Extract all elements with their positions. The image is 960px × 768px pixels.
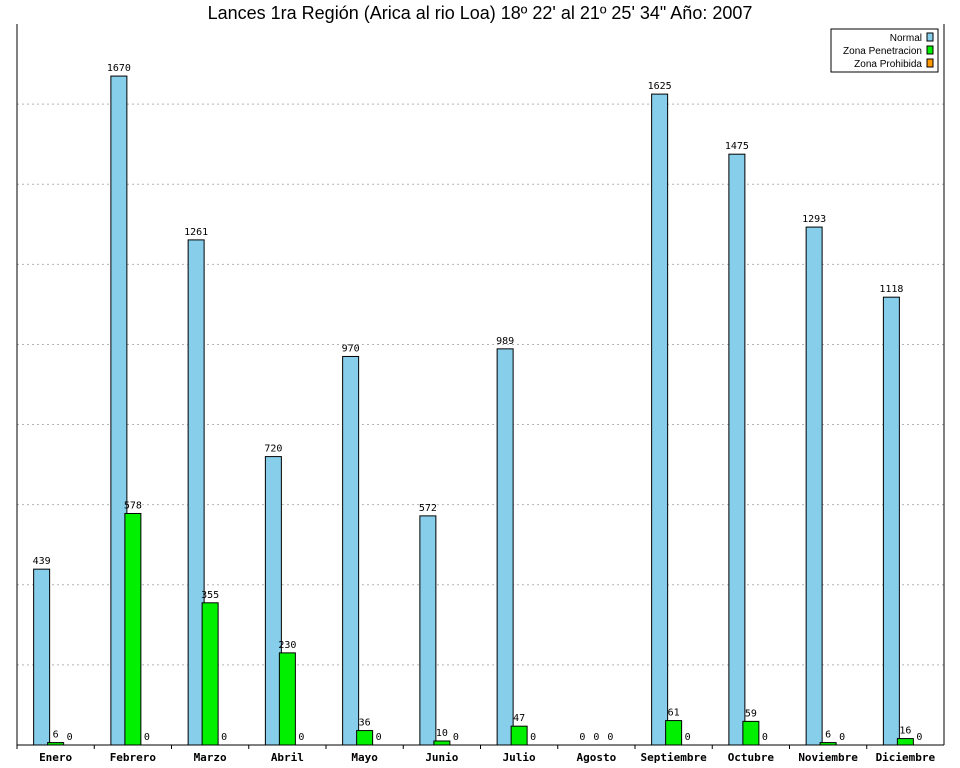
x-tick-label: Febrero [110, 751, 157, 764]
value-label: 0 [762, 732, 768, 743]
bar-zona-penetracion [356, 730, 374, 746]
x-tick-label: Septiembre [641, 751, 708, 764]
value-label: 1670 [107, 63, 131, 74]
value-label: 6 [53, 730, 59, 741]
bar-zona-penetracion [896, 738, 914, 746]
value-label: 1118 [879, 284, 903, 295]
bar-normal [882, 296, 900, 746]
value-label: 230 [278, 640, 296, 651]
value-label: 0 [298, 732, 304, 743]
value-label: 578 [124, 500, 142, 511]
value-label: 10 [436, 728, 448, 739]
value-label: 0 [579, 732, 585, 743]
value-label: 6 [825, 730, 831, 741]
x-tick-label: Diciembre [876, 751, 936, 764]
legend-swatch [926, 45, 934, 55]
value-label: 355 [201, 590, 219, 601]
value-label: 0 [453, 732, 459, 743]
value-label: 0 [530, 732, 536, 743]
value-label: 0 [916, 732, 922, 743]
value-label: 1261 [184, 227, 208, 238]
bar-zona-penetracion [201, 602, 219, 746]
value-label: 970 [342, 343, 360, 354]
legend-swatch [926, 32, 934, 42]
value-label: 0 [839, 732, 845, 743]
grid-lines [17, 103, 944, 666]
value-label: 0 [376, 732, 382, 743]
value-label: 47 [513, 713, 525, 724]
bar-zona-penetracion [433, 740, 451, 746]
bar-zona-penetracion [742, 720, 760, 746]
bar-normal [651, 93, 669, 746]
value-label: 36 [359, 718, 371, 729]
legend-box [830, 28, 939, 73]
value-label: 1475 [725, 141, 749, 152]
chart-title: Lances 1ra Región (Arica al rio Loa) 18º… [208, 3, 753, 23]
bar-zona-penetracion [510, 725, 528, 746]
bar-normal [342, 355, 360, 746]
legend-swatch [926, 58, 934, 68]
value-label: 0 [144, 732, 150, 743]
x-tick-label: Mayo [351, 751, 378, 764]
legend: Normal Zona Penetracion Zona Prohibida [830, 28, 939, 73]
value-label: 61 [668, 708, 680, 719]
bar-zona-penetracion [665, 720, 683, 746]
bar-normal [33, 568, 51, 746]
x-tick-label: Octubre [728, 751, 775, 764]
x-tick-label: Enero [39, 751, 72, 764]
value-label: 0 [593, 732, 599, 743]
value-label: 572 [419, 503, 437, 514]
bar-normal [419, 515, 437, 746]
value-label: 16 [899, 726, 911, 737]
value-label: 0 [685, 732, 691, 743]
x-tick-label: Marzo [194, 751, 227, 764]
value-label: 1293 [802, 214, 826, 225]
bar-zona-penetracion [124, 512, 142, 746]
value-label: 720 [264, 444, 282, 455]
x-tick-label: Julio [503, 751, 536, 764]
x-tick-label: Junio [425, 751, 458, 764]
x-tick-label: Abril [271, 751, 304, 764]
axes-group: Enero Febrero Marzo Abril Mayo Junio Julio Agos… [16, 24, 945, 764]
bars-group [33, 75, 914, 746]
value-label: 439 [33, 556, 51, 567]
bar-normal [805, 226, 823, 746]
value-label: 989 [496, 336, 514, 347]
value-label: 0 [607, 732, 613, 743]
value-label: 0 [67, 732, 73, 743]
value-label: 59 [745, 708, 757, 719]
x-tick-label: Agosto [577, 751, 617, 764]
x-tick-label: Noviembre [798, 751, 858, 764]
bar-normal [496, 348, 514, 746]
legend-label: Normal [890, 33, 922, 44]
legend-label: Zona Penetracion [843, 46, 922, 57]
value-label: 0 [221, 732, 227, 743]
bar-zona-penetracion [278, 652, 296, 746]
bar-normal [728, 153, 746, 746]
value-label: 1625 [648, 81, 672, 92]
legend-label: Zona Prohibida [854, 59, 922, 70]
